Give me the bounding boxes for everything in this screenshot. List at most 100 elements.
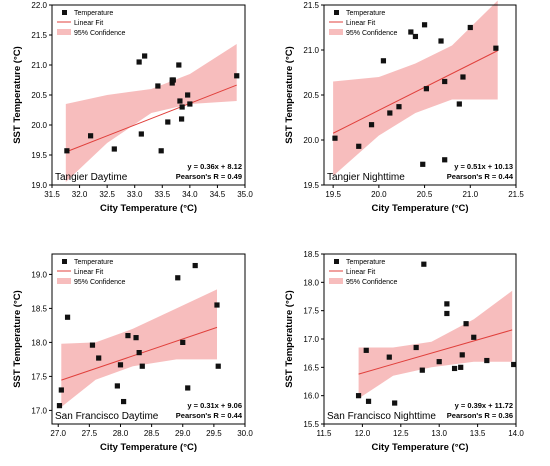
data-point	[386, 354, 392, 360]
data-point	[511, 361, 517, 368]
x-tick-label: 27.0	[50, 429, 66, 438]
plot-frame	[51, 253, 246, 425]
data-point	[380, 58, 387, 64]
data-point	[125, 333, 131, 339]
data-point	[133, 335, 139, 341]
data-point	[170, 77, 176, 83]
legend: Temperature Linear Fit 95% Confidence	[57, 10, 125, 37]
y-tick-label: 19.5	[31, 151, 47, 160]
y-axis-label: SST Temperature (°C)	[12, 290, 23, 388]
data-point	[234, 73, 240, 79]
legend-label-confidence: 95% Confidence	[346, 30, 397, 37]
data-point	[88, 133, 94, 139]
panel-label: San Francisco Nighttime	[327, 411, 436, 422]
data-point	[493, 45, 499, 51]
x-axis-label: City Temperature (°C)	[371, 442, 468, 453]
x-tick-label: 35.0	[237, 190, 253, 199]
fit-equation: y = 0.31x + 9.06	[187, 401, 242, 410]
legend-label-linear-fit: Linear Fit	[74, 20, 103, 27]
linear-fit-line	[358, 329, 513, 375]
data-point	[64, 148, 70, 154]
data-point	[463, 321, 469, 327]
y-tick-label: 16.0	[303, 392, 319, 401]
data-point	[185, 92, 191, 98]
data-point	[421, 261, 427, 267]
legend-marker-confidence	[329, 29, 343, 35]
data-point	[419, 367, 425, 373]
y-tick-label: 18.5	[303, 250, 319, 259]
y-tick-label: 17.0	[303, 335, 319, 344]
data-point	[413, 344, 419, 351]
x-tick-label: 28.0	[113, 429, 129, 438]
legend-marker-temperature	[334, 259, 339, 264]
data-point	[408, 29, 414, 35]
panel-label: Tangier Daytime	[55, 172, 128, 183]
data-point	[158, 148, 164, 154]
x-tick-label: 33.5	[154, 190, 170, 199]
y-tick-label: 19.0	[31, 270, 47, 279]
legend-label-temperature: Temperature	[74, 10, 113, 17]
y-axis-label: SST Temperature (°C)	[12, 46, 23, 144]
x-tick-label: 19.5	[325, 190, 341, 199]
data-point	[142, 53, 148, 59]
x-tick-label: 32.0	[72, 190, 88, 199]
legend: Temperature Linear Fit 95% Confidence	[57, 259, 125, 286]
legend: Temperature Linear Fit 95% Confidence	[329, 259, 397, 286]
y-tick-label: 18.0	[303, 278, 319, 287]
y-axis-label: SST Temperature (°C)	[284, 290, 295, 388]
data-point	[214, 302, 220, 308]
data-point	[56, 403, 63, 409]
x-tick-label: 12.5	[393, 429, 409, 438]
y-tick-label: 21.0	[303, 46, 319, 55]
legend-label-linear-fit: Linear Fit	[346, 20, 375, 27]
data-point	[442, 78, 448, 85]
data-point	[420, 161, 426, 167]
data-point	[117, 362, 124, 368]
y-tick-label: 20.5	[303, 91, 319, 100]
legend-marker-temperature	[62, 10, 67, 15]
data-point	[423, 86, 429, 92]
data-point	[368, 122, 375, 128]
data-point	[451, 365, 458, 372]
legend-label-temperature: Temperature	[346, 10, 385, 17]
data-point	[136, 350, 142, 356]
data-point	[460, 74, 466, 80]
data-point	[387, 110, 393, 116]
data-point	[58, 387, 64, 393]
data-point	[332, 135, 338, 141]
data-point	[421, 22, 428, 28]
confidence-band	[65, 44, 237, 182]
data-point	[438, 38, 444, 44]
x-tick-label: 21.0	[462, 190, 478, 199]
y-tick-label: 16.5	[303, 363, 319, 372]
x-tick-label: 27.5	[82, 429, 98, 438]
data-point	[412, 33, 419, 40]
data-point	[176, 62, 182, 68]
data-point	[484, 357, 490, 364]
data-point	[467, 24, 473, 31]
data-point	[459, 352, 465, 358]
data-point	[169, 80, 175, 86]
x-tick-label: 21.5	[508, 190, 524, 199]
linear-fit-line	[65, 84, 237, 153]
linear-fit-line	[332, 50, 498, 134]
x-tick-label: 20.0	[371, 190, 387, 199]
data-point	[355, 393, 362, 399]
y-tick-label: 17.5	[303, 307, 319, 316]
data-point	[444, 301, 450, 307]
data-point	[442, 157, 448, 163]
x-tick-label: 34.5	[210, 190, 226, 199]
data-point	[111, 146, 117, 152]
x-tick-label: 13.5	[470, 429, 486, 438]
data-point	[444, 310, 450, 317]
data-point	[458, 364, 464, 370]
chart-panel-1: 31.5 32.0 32.5 33.0 33.5 34.0 34.5 35.0 19.0 19.5…	[12, 1, 253, 214]
y-tick-label: 20.0	[303, 136, 319, 145]
y-tick-label: 17.0	[31, 406, 47, 415]
x-tick-label: 14.0	[508, 429, 524, 438]
chart-panel-3: 27.0 27.5 28.0 28.5 29.0 29.5 30.0 17.0 17.5 18.0…	[12, 253, 253, 453]
legend-marker-temperature	[334, 10, 339, 15]
data-point	[138, 131, 144, 137]
data-point	[175, 275, 181, 281]
y-tick-label: 22.0	[31, 1, 47, 10]
